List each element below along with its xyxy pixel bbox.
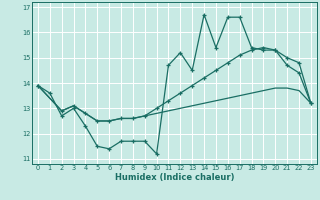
X-axis label: Humidex (Indice chaleur): Humidex (Indice chaleur): [115, 172, 234, 182]
